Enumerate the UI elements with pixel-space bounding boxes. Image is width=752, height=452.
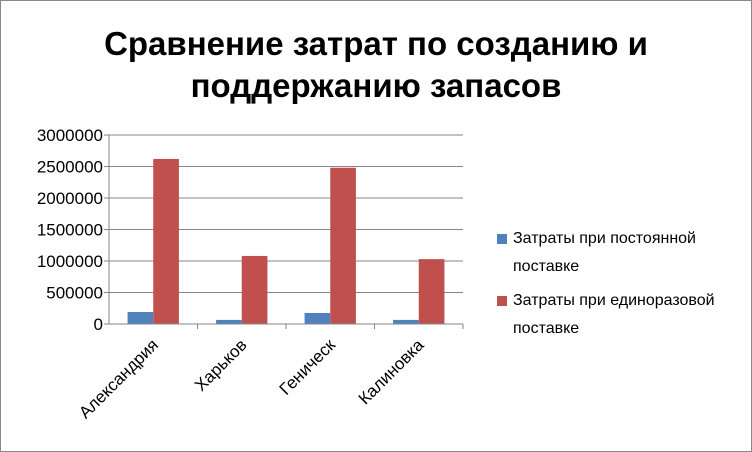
bar	[241, 255, 268, 324]
y-tick-label: 0	[94, 315, 103, 334]
y-tick-label: 3000000	[37, 126, 103, 145]
y-tick-label: 2500000	[37, 158, 103, 177]
legend-label: Затраты при единоразовой поставке	[513, 292, 715, 337]
bar	[418, 259, 445, 324]
bar	[153, 158, 179, 324]
bar	[127, 312, 154, 324]
x-tick-label: Харьков	[191, 335, 251, 395]
bar	[393, 319, 419, 324]
y-tick-label: 1000000	[37, 252, 103, 271]
legend-label: Затраты при постоянной поставке	[513, 230, 696, 275]
legend-swatch	[497, 234, 507, 244]
bar	[304, 312, 331, 324]
y-tick-label: 2000000	[37, 189, 103, 208]
legend-entry: Затраты при постоянной поставке	[497, 225, 737, 281]
bar	[216, 319, 242, 324]
x-tick-label: Калиновка	[355, 335, 428, 408]
x-tick-label: Александрия	[75, 335, 162, 422]
y-tick-label: 500000	[46, 284, 103, 303]
legend-entry: Затраты при единоразовой поставке	[497, 287, 737, 343]
y-tick-label: 1500000	[37, 221, 103, 240]
legend-swatch	[497, 296, 507, 306]
chart-title: Сравнение затрат по созданию и поддержан…	[104, 25, 648, 104]
legend: Затраты при постоянной поставке Затраты п…	[497, 225, 737, 349]
x-tick-label: Геническ	[276, 335, 340, 399]
bar	[330, 167, 356, 324]
